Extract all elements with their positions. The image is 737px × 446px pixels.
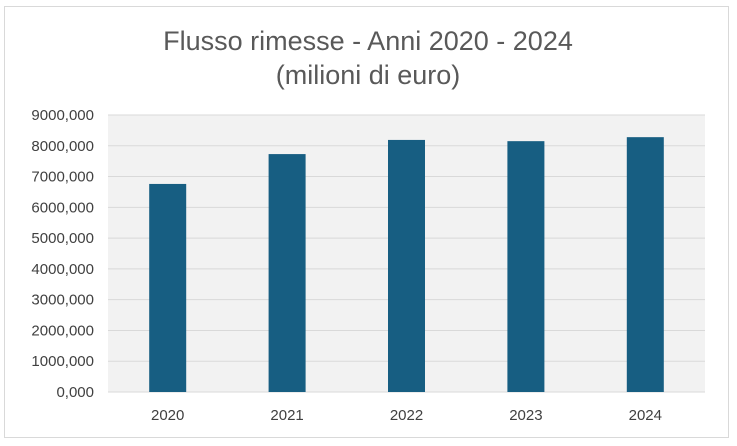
x-tick-label: 2024 [629, 407, 662, 424]
y-tick-label: 5000,000 [31, 230, 94, 247]
y-tick-label: 8000,000 [31, 138, 94, 155]
x-tick-label: 2023 [509, 407, 542, 424]
y-tick-label: 2000,000 [31, 322, 94, 339]
x-axis-tick-labels: 2020 2021 2022 2023 2024 [151, 407, 662, 424]
y-tick-label: 9000,000 [31, 107, 94, 124]
bar-2020 [149, 183, 187, 392]
bar-2022 [388, 139, 425, 392]
chart-title: Flusso rimesse - Anni 2020 - 2024 [163, 26, 573, 56]
y-tick-label: 7000,000 [31, 169, 94, 186]
bar-2024 [626, 137, 664, 392]
chart-subtitle: (milioni di euro) [276, 60, 461, 90]
y-tick-label: 6000,000 [31, 199, 94, 216]
x-tick-label: 2021 [270, 407, 303, 424]
bar-2021 [268, 154, 306, 392]
y-axis-tick-labels: 0,000 1000,000 2000,000 3000,000 4000,000 500… [31, 107, 94, 401]
x-tick-label: 2020 [151, 407, 184, 424]
bar-2023 [507, 141, 545, 392]
y-tick-label: 1000,000 [31, 353, 94, 370]
bars [149, 137, 664, 392]
y-tick-label: 4000,000 [31, 261, 94, 278]
x-tick-label: 2022 [390, 407, 423, 424]
y-tick-label: 0,000 [56, 384, 94, 401]
y-tick-label: 3000,000 [31, 292, 94, 309]
